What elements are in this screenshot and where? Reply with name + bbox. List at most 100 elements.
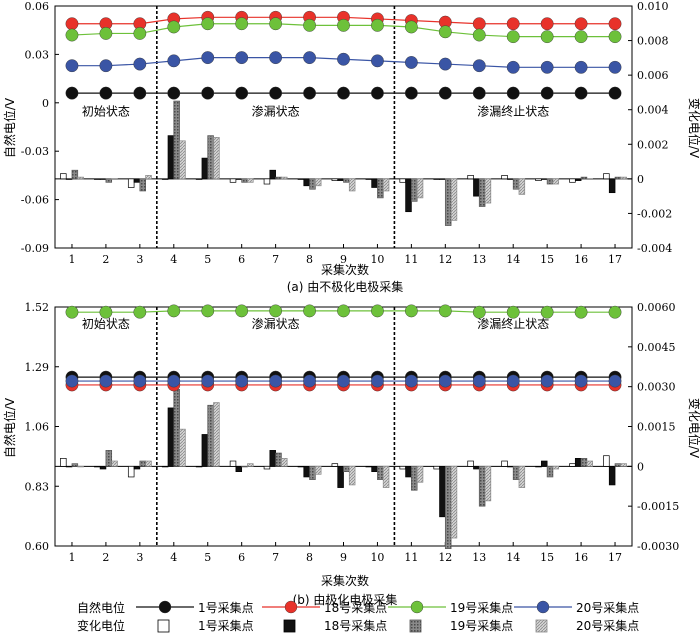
bar-1号采集点-8 [297, 178, 305, 180]
y2-tick-label: 0.0060 [637, 301, 676, 314]
series-point-19号采集点-8 [303, 18, 316, 32]
series-point-1号采集点-11 [404, 86, 418, 100]
series-point-20号采集点-10 [371, 54, 384, 68]
x-tick-label: 7 [272, 253, 279, 266]
bar-1号采集点-15 [535, 178, 542, 181]
series-point-20号采集点-16 [574, 374, 588, 388]
y2-tick-label: -0.0030 [637, 540, 679, 553]
bar-1号采集点-16 [569, 178, 576, 183]
y-tick-label: 0.60 [25, 540, 50, 553]
bar-1号采集点-12 [433, 178, 440, 180]
y2-tick-label: 0.002 [637, 138, 669, 151]
x-tick-label: 14 [506, 551, 520, 564]
series-point-1号采集点-12 [438, 86, 452, 100]
bar-20号采集点-2 [111, 460, 118, 467]
x-tick-label: 13 [472, 551, 486, 564]
series-point-20号采集点-11 [404, 374, 418, 388]
bar-19号采集点-5 [207, 135, 214, 180]
series-point-20号采集点-15 [540, 374, 554, 388]
series-point-20号采集点-8 [303, 374, 316, 388]
series-point-1号采集点-13 [472, 86, 486, 100]
series-point-1号采集点-7 [269, 86, 283, 100]
bar-20号采集点-7 [281, 176, 288, 180]
series-point-20号采集点-4 [167, 54, 181, 68]
series-point-20号采集点-1 [65, 59, 79, 73]
bar-20号采集点-4 [179, 428, 186, 467]
panel-a-ylabel: 自然电位/V [2, 97, 17, 158]
bar-18号采集点-4 [167, 135, 175, 180]
series-point-19号采集点-11 [404, 304, 418, 318]
bar-1号采集点-5 [195, 465, 203, 468]
bar-18号采集点-1 [65, 178, 73, 180]
legend-row1-label: 自然电位 [77, 600, 125, 615]
bar-18号采集点-9 [337, 178, 344, 181]
series-point-1号采集点-2 [99, 86, 113, 100]
legend-row2-label: 变化电位 [77, 618, 125, 633]
legend-swatch-1号采集点 [157, 619, 170, 633]
series-point-1号采集点-17 [608, 86, 622, 100]
bar-1号采集点-3 [127, 465, 135, 478]
legend-label-line-18号采集点: 18号采集点 [324, 600, 387, 615]
panel-a-xlabel: 采集次数 [321, 262, 369, 277]
bar-1号采集点-7 [263, 178, 271, 185]
series-point-19号采集点-15 [540, 30, 554, 44]
bar-18号采集点-11 [405, 465, 412, 478]
series-point-19号采集点-1 [65, 305, 79, 319]
bar-18号采集点-5 [201, 434, 209, 467]
bar-1号采集点-13 [467, 460, 474, 467]
bar-18号采集点-10 [371, 178, 378, 188]
legend-label-line-20号采集点: 20号采集点 [576, 600, 639, 615]
series-point-20号采集点-17 [608, 60, 622, 74]
bar-19号采集点-2 [105, 450, 113, 467]
bar-18号采集点-17 [608, 465, 616, 486]
x-tick-label: 16 [574, 253, 588, 266]
bar-19号采集点-6 [241, 178, 248, 183]
bar-20号采集点-5 [213, 402, 220, 467]
bar-1号采集点-17 [603, 455, 610, 467]
series-point-20号采集点-7 [269, 374, 283, 388]
y-tick-label: 0.03 [25, 48, 50, 61]
series-point-20号采集点-12 [438, 374, 452, 388]
bar-20号采集点-8 [314, 178, 322, 187]
bar-1号采集点-16 [569, 463, 576, 467]
series-point-20号采集点-3 [133, 57, 147, 71]
series-point-20号采集点-14 [506, 374, 520, 388]
bar-1号采集点-13 [467, 175, 474, 180]
bar-19号采集点-4 [173, 100, 180, 180]
series-point-20号采集点-4 [167, 374, 181, 388]
series-point-20号采集点-13 [472, 374, 486, 388]
bar-1号采集点-6 [229, 178, 237, 183]
series-point-19号采集点-3 [133, 27, 147, 40]
bar-19号采集点-12 [444, 465, 452, 550]
series-point-19号采集点-2 [99, 27, 113, 40]
panel-b-y2label: 变化电位/V [687, 398, 700, 459]
series-point-20号采集点-11 [404, 56, 418, 69]
phase-label: 渗漏状态 [252, 104, 300, 119]
y2-tick-label: 0 [637, 173, 644, 186]
bar-1号采集点-17 [603, 173, 610, 180]
series-point-20号采集点-6 [235, 374, 249, 388]
series-point-19号采集点-4 [167, 304, 181, 318]
series-point-1号采集点-1 [65, 86, 79, 100]
legend-label-line-19号采集点: 19号采集点 [450, 600, 513, 615]
legend-swatch-18号采集点 [283, 619, 296, 633]
bar-1号采集点-1 [60, 173, 67, 180]
y2-tick-label: 0.0045 [637, 341, 676, 354]
legend-marker-18号采集点 [284, 600, 298, 614]
phase-label: 渗漏状态 [252, 316, 300, 331]
bar-19号采集点-13 [478, 178, 486, 207]
x-tick-label: 10 [370, 551, 384, 564]
series-point-19号采集点-2 [99, 305, 113, 319]
series-point-19号采集点-14 [506, 305, 520, 319]
bar-19号采集点-7 [275, 176, 282, 180]
bar-20号采集点-16 [586, 178, 593, 180]
bar-18号采集点-12 [439, 465, 446, 518]
bar-19号采集点-3 [139, 460, 146, 467]
x-tick-label: 17 [608, 551, 622, 564]
series-point-20号采集点-12 [438, 57, 452, 71]
bar-20号采集点-8 [314, 465, 322, 475]
x-tick-label: 3 [136, 253, 143, 266]
series-point-18号采集点-17 [608, 17, 622, 31]
y2-tick-label: 0.006 [637, 69, 669, 82]
y2-tick-label: 0.004 [637, 104, 669, 117]
